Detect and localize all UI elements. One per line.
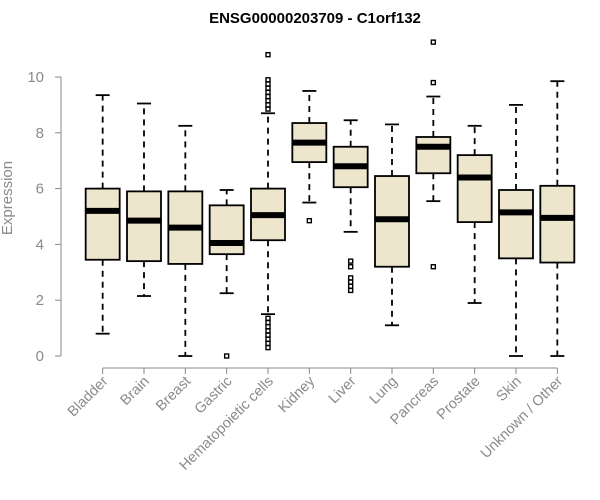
outlier-point — [265, 77, 271, 83]
outlier-point — [347, 275, 354, 281]
box-group — [539, 80, 576, 357]
y-tick-label: 10 — [27, 69, 44, 86]
outlier-point — [265, 328, 271, 334]
y-tick-label: 6 — [36, 181, 44, 198]
y-tick-label: 0 — [36, 348, 44, 365]
outlier-point — [265, 340, 271, 347]
outlier-point — [265, 344, 271, 351]
outlier-point — [265, 319, 271, 326]
x-tick-label: Breast — [153, 374, 194, 415]
x-tick-label: Skin — [494, 374, 525, 405]
box-group — [456, 124, 493, 304]
iqr-box — [84, 187, 121, 261]
outlier-point — [265, 324, 271, 330]
outlier-point — [347, 279, 354, 285]
y-axis-label: Expression — [0, 161, 16, 235]
x-tick-label: Prostate — [434, 374, 483, 423]
outlier-point — [347, 287, 354, 294]
y-tick-label: 2 — [36, 292, 44, 309]
outlier-point — [347, 258, 354, 264]
iqr-box — [498, 189, 534, 260]
x-tick-label: Brain — [118, 374, 153, 409]
outlier-point — [430, 79, 437, 86]
box-group — [84, 94, 121, 335]
outlier-point — [265, 89, 271, 96]
outlier-point — [265, 93, 271, 100]
iqr-box — [456, 154, 493, 223]
x-tick-label: Lung — [367, 374, 401, 408]
outlier-point — [265, 332, 271, 338]
box-group — [332, 119, 369, 294]
outlier-point — [347, 264, 354, 270]
box-group — [167, 124, 204, 357]
y-tick-label: 8 — [36, 125, 44, 142]
outlier-point — [430, 39, 437, 45]
outlier-point — [265, 336, 271, 342]
x-tick-label: Kidney — [275, 373, 318, 416]
box-group — [374, 123, 410, 327]
x-tick-label: Bladder — [65, 373, 112, 420]
outlier-point — [265, 81, 271, 87]
outlier-point — [347, 283, 354, 289]
box-group — [498, 104, 534, 357]
outlier-point — [430, 264, 437, 270]
box-group — [126, 102, 162, 297]
outlier-point — [265, 102, 271, 108]
x-tick-label: Liver — [326, 373, 360, 407]
iqr-box — [126, 190, 162, 263]
box-group — [415, 39, 452, 270]
y-tick-label: 4 — [36, 236, 44, 253]
outlier-point — [265, 315, 271, 322]
outlier-point — [265, 98, 271, 104]
iqr-box — [208, 204, 245, 256]
outlier-point — [265, 51, 271, 58]
box-group — [250, 51, 286, 351]
boxes — [84, 39, 576, 359]
box-group — [208, 189, 245, 359]
outlier-point — [306, 217, 313, 224]
outlier-point — [265, 106, 271, 112]
iqr-box — [415, 136, 452, 175]
iqr-box — [539, 184, 576, 264]
outlier-point — [265, 85, 271, 91]
outlier-point — [223, 353, 230, 359]
chart-title: ENSG00000203709 - C1orf132 — [209, 10, 421, 27]
box-group — [291, 90, 328, 224]
